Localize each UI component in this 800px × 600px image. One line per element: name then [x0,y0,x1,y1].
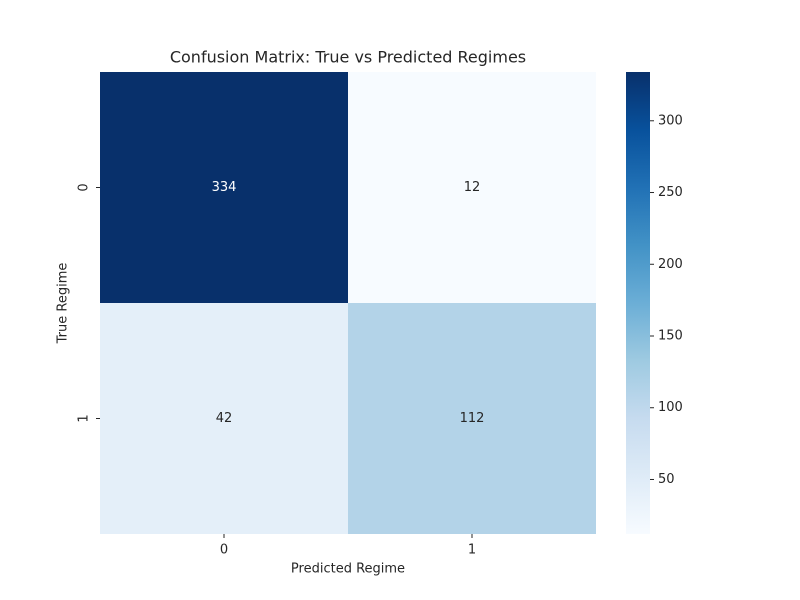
colorbar-tick-label: 100 [658,400,683,415]
heatmap-cell [348,72,596,303]
cell-label: 334 [212,180,237,195]
cell-label: 12 [464,180,481,195]
y-tick-label: 1 [77,414,92,422]
colorbar-tick-label: 150 [658,329,683,344]
cell-label: 112 [460,411,485,426]
colorbar-tick-label: 250 [658,185,683,200]
x-axis-label: Predicted Regime [291,562,405,577]
colorbar [626,72,650,534]
colorbar-tick-label: 200 [658,257,683,272]
cell-label: 42 [216,411,233,426]
colorbar-tick-label: 50 [658,472,675,487]
heatmap-cell [348,303,596,534]
chart-title: Confusion Matrix: True vs Predicted Regi… [170,48,526,67]
x-tick-label: 1 [468,543,476,558]
heatmap-cell [100,303,348,534]
heatmap-cell [100,72,348,303]
y-tick-label: 0 [77,183,92,191]
colorbar-tick-label: 300 [658,113,683,128]
x-tick-label: 0 [220,543,228,558]
y-axis-label: True Regime [56,263,71,345]
